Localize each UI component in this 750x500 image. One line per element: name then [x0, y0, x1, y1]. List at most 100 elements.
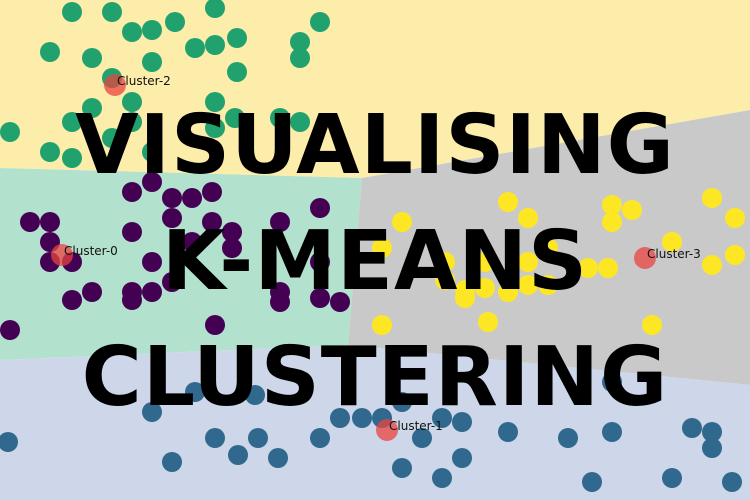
- data-point-cluster-2-18: [82, 98, 102, 118]
- data-point-cluster-3-4: [702, 188, 722, 208]
- data-point-cluster-2-4: [205, 0, 225, 18]
- data-point-cluster-3-0: [498, 192, 518, 212]
- data-point-cluster-1-24: [702, 422, 722, 442]
- data-point-cluster-2-15: [227, 62, 247, 82]
- data-point-cluster-2-1: [102, 2, 122, 22]
- centroid-cluster-2: [104, 74, 126, 96]
- data-point-cluster-2-29: [0, 122, 20, 142]
- data-point-cluster-0-31: [222, 238, 242, 258]
- data-point-cluster-0-30: [205, 315, 225, 335]
- data-point-cluster-1-22: [602, 372, 622, 392]
- data-point-cluster-3-1: [518, 208, 538, 228]
- data-point-cluster-3-8: [435, 270, 455, 290]
- data-point-cluster-1-13: [412, 428, 432, 448]
- data-point-cluster-3-10: [475, 278, 495, 298]
- data-point-cluster-2-22: [270, 108, 290, 128]
- data-point-cluster-0-1: [40, 212, 60, 232]
- region-cluster-0: [0, 168, 362, 360]
- data-point-cluster-1-14: [432, 408, 452, 428]
- data-point-cluster-1-3: [185, 382, 205, 402]
- data-point-cluster-0-11: [142, 282, 162, 302]
- data-point-cluster-3-18: [598, 258, 618, 278]
- data-point-cluster-2-12: [227, 28, 247, 48]
- data-point-cluster-1-25: [702, 438, 722, 458]
- data-point-cluster-0-28: [270, 292, 290, 312]
- data-point-cluster-1-8: [310, 428, 330, 448]
- data-point-cluster-3-19: [602, 212, 622, 232]
- data-point-cluster-2-28: [102, 128, 122, 148]
- data-point-cluster-1-7: [268, 448, 288, 468]
- centroid-cluster-1: [376, 419, 398, 441]
- data-point-cluster-1-26: [662, 468, 682, 488]
- data-point-cluster-2-3: [165, 12, 185, 32]
- data-point-cluster-3-13: [518, 252, 538, 272]
- data-point-cluster-2-21: [225, 108, 245, 128]
- title-line-2: K-MEANS: [161, 214, 589, 309]
- data-point-cluster-1-10: [352, 408, 372, 428]
- data-point-cluster-3-16: [538, 238, 558, 258]
- title-line-3: CLUSTERING: [81, 330, 669, 425]
- data-point-cluster-3-27: [435, 252, 455, 272]
- data-point-cluster-0-29: [0, 320, 20, 340]
- data-point-cluster-0-16: [162, 208, 182, 228]
- data-point-cluster-3-20: [662, 232, 682, 252]
- data-point-cluster-1-0: [0, 432, 18, 452]
- data-point-cluster-1-17: [432, 468, 452, 488]
- data-point-cluster-3-15: [538, 275, 558, 295]
- data-point-cluster-2-0: [62, 2, 82, 22]
- centroid-label-cluster-2: Cluster-2: [117, 74, 171, 88]
- data-point-cluster-1-21: [602, 422, 622, 442]
- data-point-cluster-2-5: [310, 12, 330, 32]
- data-point-cluster-0-17: [142, 252, 162, 272]
- data-point-cluster-1-20: [558, 428, 578, 448]
- data-point-cluster-0-9: [122, 222, 142, 242]
- data-point-cluster-0-7: [122, 182, 142, 202]
- data-point-cluster-0-12: [122, 290, 142, 310]
- data-point-cluster-2-26: [62, 148, 82, 168]
- data-point-cluster-1-16: [392, 458, 412, 478]
- data-point-cluster-0-20: [182, 232, 202, 252]
- data-point-cluster-2-10: [185, 38, 205, 58]
- data-point-cluster-3-26: [455, 288, 475, 308]
- data-point-cluster-3-11: [475, 252, 495, 272]
- data-point-cluster-0-27: [330, 292, 350, 312]
- data-point-cluster-1-15: [452, 412, 472, 432]
- data-point-cluster-1-5: [228, 445, 248, 465]
- centroid-label-cluster-1: Cluster-1: [389, 419, 443, 433]
- data-point-cluster-0-26: [310, 288, 330, 308]
- data-point-cluster-2-7: [40, 42, 60, 62]
- data-point-cluster-3-14: [518, 275, 538, 295]
- data-point-cluster-2-20: [205, 118, 225, 138]
- data-point-cluster-0-24: [310, 252, 330, 272]
- data-point-cluster-1-4: [205, 428, 225, 448]
- data-point-cluster-3-6: [372, 238, 392, 258]
- data-point-cluster-0-22: [270, 212, 290, 232]
- data-point-cluster-3-21: [702, 255, 722, 275]
- data-point-cluster-2-13: [290, 32, 310, 52]
- centroid-cluster-0: [51, 244, 73, 266]
- data-point-cluster-2-9: [142, 52, 162, 72]
- data-point-cluster-2-14: [290, 48, 310, 68]
- data-point-cluster-3-5: [725, 208, 745, 228]
- data-point-cluster-2-27: [142, 142, 162, 162]
- centroid-cluster-3: [634, 247, 656, 269]
- data-point-cluster-0-19: [202, 212, 222, 232]
- data-point-cluster-2-24: [62, 112, 82, 132]
- data-point-cluster-0-21: [222, 222, 242, 242]
- data-point-cluster-2-6: [122, 22, 142, 42]
- data-point-cluster-2-2: [142, 20, 162, 40]
- data-point-cluster-1-1: [142, 402, 162, 422]
- data-point-cluster-1-23: [682, 418, 702, 438]
- data-point-cluster-3-12: [498, 282, 518, 302]
- cluster-centroids: Cluster-2 Cluster-0 Cluster-3 Cluster-1: [51, 74, 701, 441]
- data-point-cluster-1-2: [162, 452, 182, 472]
- data-point-cluster-1-27: [722, 472, 742, 492]
- data-point-cluster-0-14: [182, 188, 202, 208]
- data-point-cluster-2-8: [82, 48, 102, 68]
- data-point-cluster-3-22: [725, 245, 745, 265]
- data-point-cluster-3-3: [622, 200, 642, 220]
- data-point-cluster-3-2: [602, 195, 622, 215]
- data-point-cluster-1-29: [245, 385, 265, 405]
